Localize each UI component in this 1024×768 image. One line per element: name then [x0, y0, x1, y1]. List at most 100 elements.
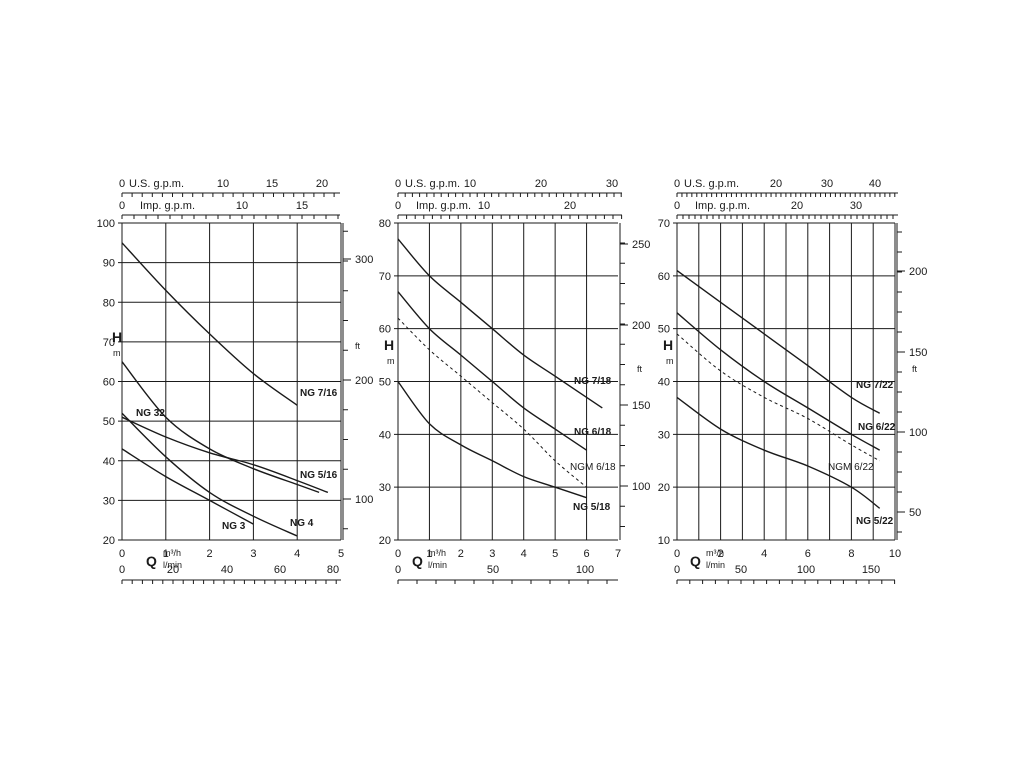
x-tick-label: 8	[848, 548, 854, 560]
lmin-unit-label: l/min	[163, 560, 182, 570]
series-label: NG 6/22	[858, 422, 896, 433]
ft-tick-label: 150	[909, 347, 927, 359]
y-tick-label: 30	[103, 495, 115, 507]
ft-tick-label: 200	[355, 375, 373, 387]
x-tick-label: 6	[805, 548, 811, 560]
usgpm-tick-label: 20	[316, 178, 328, 190]
series-curve-ngm-6-22	[676, 333, 880, 462]
x-tick-label: 0	[674, 548, 680, 560]
y-tick-label: 10	[658, 535, 670, 547]
series-label: NG 7/18	[574, 376, 612, 387]
series-label: NG 7/22	[856, 380, 894, 391]
usgpm-axis-label: U.S. g.p.m.	[684, 178, 739, 190]
x-tick-label: 4	[521, 548, 527, 560]
lmin-unit-label: l/min	[706, 560, 725, 570]
series-curve-ng-7-22	[676, 270, 881, 414]
x-tick-label: 5	[338, 548, 344, 560]
series-label: NG 4	[290, 518, 314, 529]
series-curve-ng-7-16	[121, 242, 298, 406]
x-tick-label: 7	[615, 548, 621, 560]
usgpm-tick-label: 30	[821, 178, 833, 190]
y-tick-label: 70	[103, 337, 115, 349]
impgpm-tick-label: 0	[395, 200, 401, 212]
impgpm-tick-label: 20	[791, 200, 803, 212]
lmin-tick-label: 50	[735, 564, 747, 576]
impgpm-tick-label: 0	[119, 200, 125, 212]
usgpm-tick-label: 0	[674, 178, 680, 190]
usgpm-tick-label: 20	[535, 178, 547, 190]
m3h-unit-label: m³/h	[163, 548, 181, 558]
ft-tick-label: 150	[632, 400, 650, 412]
x-tick-label: 10	[889, 548, 901, 560]
h-axis-label: H	[112, 329, 122, 345]
y-tick-label: 30	[379, 482, 391, 494]
impgpm-axis-label: Imp. g.p.m.	[416, 200, 471, 212]
usgpm-tick-label: 0	[395, 178, 401, 190]
h-axis-label: H	[384, 337, 394, 353]
y-tick-label: 20	[103, 535, 115, 547]
ft-tick-label: 200	[909, 266, 927, 278]
ft-tick-label: 100	[355, 494, 373, 506]
series-label: NG 7/16	[300, 388, 338, 399]
usgpm-tick-label: 10	[217, 178, 229, 190]
lmin-tick-label: 20	[167, 564, 179, 576]
x-tick-label: 5	[552, 548, 558, 560]
lmin-tick-label: 0	[119, 564, 125, 576]
y-tick-label: 90	[103, 258, 115, 270]
h-unit-label: m	[666, 356, 674, 366]
y-tick-label: 70	[658, 218, 670, 230]
x-tick-label: 4	[294, 548, 300, 560]
impgpm-tick-label: 10	[236, 200, 248, 212]
y-tick-label: 100	[97, 218, 115, 230]
usgpm-tick-label: 0	[119, 178, 125, 190]
h-axis-label: H	[663, 337, 673, 353]
lmin-tick-label: 80	[327, 564, 339, 576]
y-tick-label: 40	[103, 456, 115, 468]
lmin-tick-label: 50	[487, 564, 499, 576]
x-tick-label: 2	[207, 548, 213, 560]
lmin-tick-label: 0	[674, 564, 680, 576]
impgpm-tick-label: 0	[674, 200, 680, 212]
ft-axis-label: ft	[912, 364, 918, 374]
m3h-unit-label: m³/h	[428, 548, 446, 558]
series-label: NG 32	[136, 408, 165, 419]
ft-tick-label: 200	[632, 320, 650, 332]
x-tick-label: 6	[584, 548, 590, 560]
series-label: NG 6/18	[574, 427, 612, 438]
m3h-unit-label: m³/h	[706, 548, 724, 558]
ft-tick-label: 100	[909, 427, 927, 439]
series-curve-ng-5-22	[676, 396, 881, 509]
series-curve-ng-3	[121, 448, 254, 525]
h-unit-label: m	[113, 348, 121, 358]
usgpm-tick-label: 40	[869, 178, 881, 190]
series-curve-ng-7-18	[397, 238, 603, 409]
series-label: NGM 6/22	[828, 462, 874, 473]
y-tick-label: 20	[379, 535, 391, 547]
ft-tick-label: 300	[355, 254, 373, 266]
y-tick-label: 60	[658, 271, 670, 283]
q-axis-label: Q	[146, 553, 157, 569]
q-axis-label: Q	[690, 553, 701, 569]
impgpm-tick-label: 20	[564, 200, 576, 212]
series-curve-ng-6-22	[676, 312, 881, 451]
series-label: NG 5/16	[300, 470, 338, 481]
x-tick-label: 3	[489, 548, 495, 560]
ft-tick-label: 50	[909, 507, 921, 519]
ft-axis-label: ft	[355, 341, 361, 351]
lmin-tick-label: 0	[395, 564, 401, 576]
lmin-tick-label: 60	[274, 564, 286, 576]
lmin-tick-label: 150	[862, 564, 880, 576]
y-tick-label: 80	[379, 218, 391, 230]
series-label: NGM 6/18	[570, 462, 616, 473]
series-curve-ng-32	[121, 416, 329, 494]
ft-tick-label: 100	[632, 481, 650, 493]
usgpm-tick-label: 15	[266, 178, 278, 190]
y-tick-label: 50	[103, 416, 115, 428]
usgpm-axis-label: U.S. g.p.m.	[129, 178, 184, 190]
usgpm-tick-label: 10	[464, 178, 476, 190]
series-label: NG 5/22	[856, 516, 894, 527]
